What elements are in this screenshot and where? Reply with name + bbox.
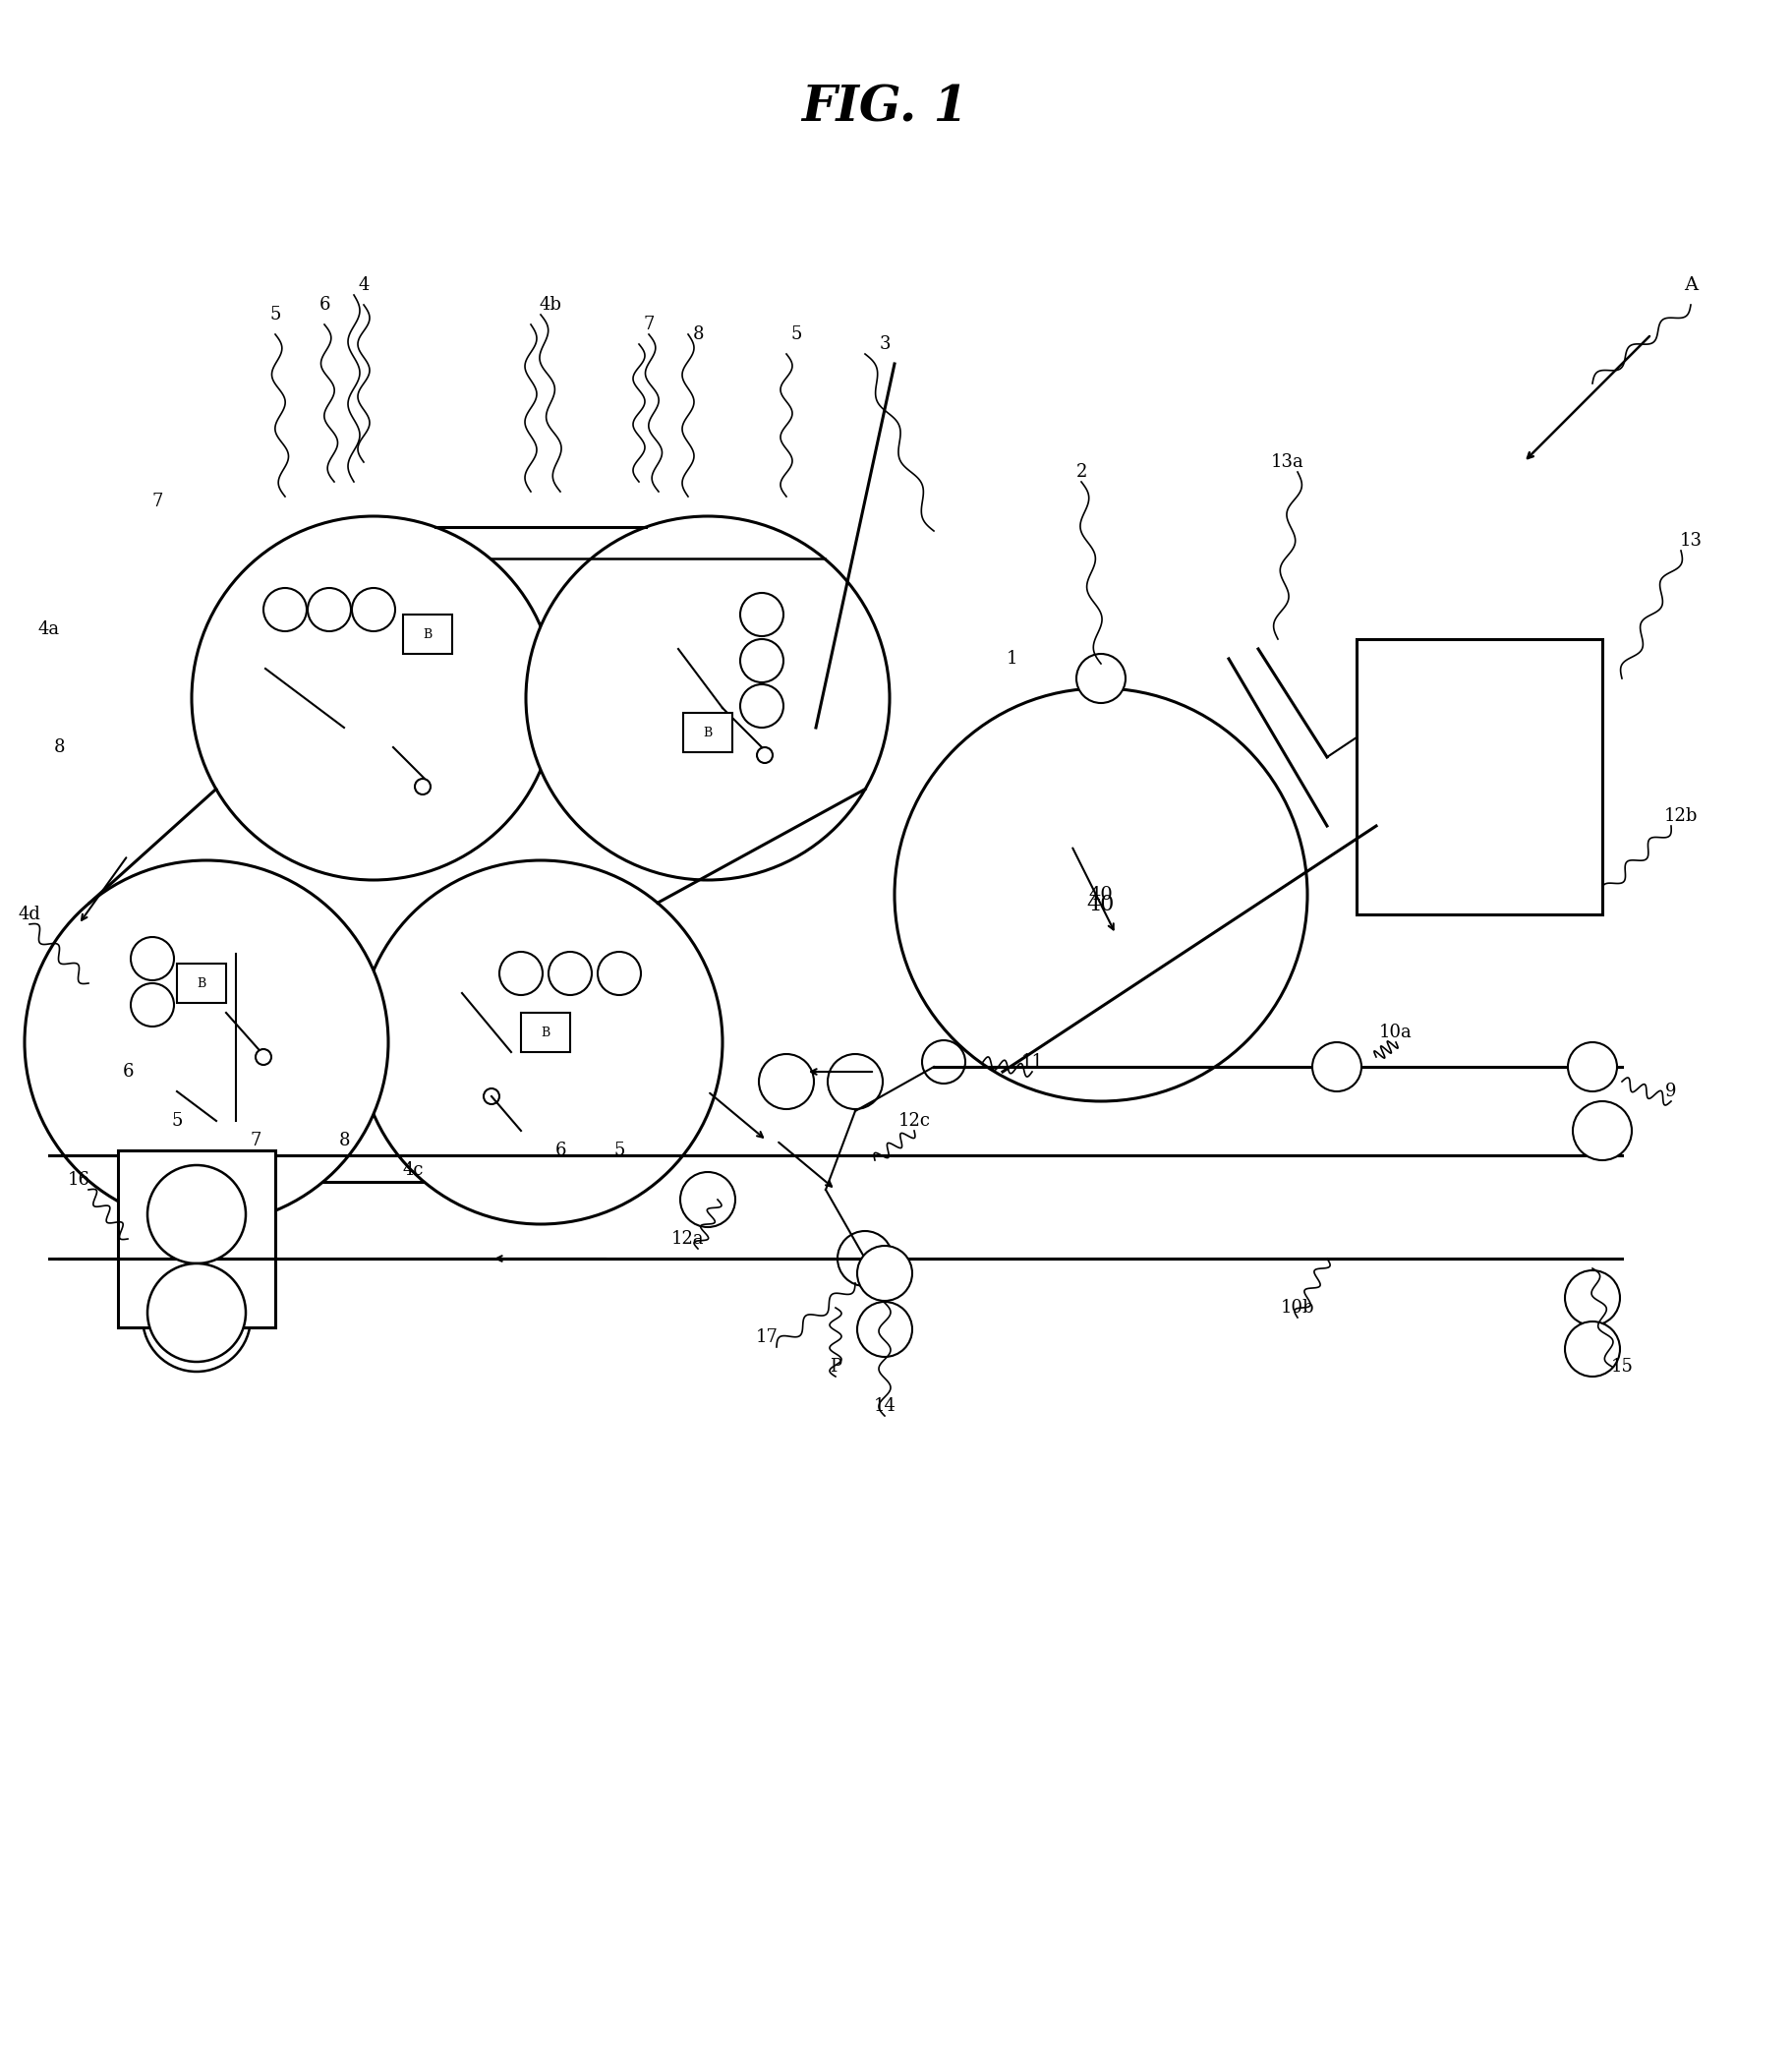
Text: 16: 16: [68, 1171, 90, 1188]
Text: 13a: 13a: [1271, 454, 1305, 471]
Text: 15: 15: [1611, 1358, 1633, 1375]
Circle shape: [740, 684, 783, 727]
Circle shape: [1564, 1321, 1620, 1377]
Text: B: B: [423, 629, 432, 641]
Text: 4a: 4a: [38, 621, 59, 639]
Text: 7: 7: [643, 316, 654, 333]
Circle shape: [758, 1054, 814, 1110]
Text: B: B: [197, 976, 206, 991]
Text: 4d: 4d: [18, 906, 41, 923]
Text: 1: 1: [1007, 649, 1018, 668]
Circle shape: [1564, 1270, 1620, 1325]
Text: 4c: 4c: [401, 1161, 423, 1180]
Bar: [1357, 639, 1602, 914]
Text: 4b: 4b: [539, 296, 561, 314]
Text: 2: 2: [1075, 462, 1088, 481]
Text: B: B: [702, 725, 711, 740]
Text: 5: 5: [269, 306, 281, 323]
Circle shape: [500, 951, 543, 995]
Text: FIG. 1: FIG. 1: [801, 84, 968, 132]
Text: 5: 5: [613, 1143, 625, 1159]
Circle shape: [192, 516, 556, 880]
Circle shape: [740, 639, 783, 682]
Circle shape: [857, 1245, 912, 1301]
Text: 6: 6: [319, 296, 330, 314]
Text: 6: 6: [556, 1143, 566, 1159]
Text: 11: 11: [1021, 1052, 1043, 1071]
Text: 8: 8: [339, 1132, 349, 1149]
Text: 40: 40: [1090, 886, 1113, 904]
Text: 7: 7: [152, 493, 163, 510]
Circle shape: [484, 1089, 500, 1104]
Text: 8: 8: [692, 325, 704, 343]
Text: 3: 3: [880, 335, 891, 353]
Circle shape: [828, 1054, 883, 1110]
Circle shape: [256, 1050, 271, 1064]
Circle shape: [358, 861, 722, 1225]
Text: 9: 9: [1665, 1083, 1677, 1099]
Text: 13: 13: [1679, 532, 1702, 549]
Text: 40: 40: [1088, 894, 1115, 914]
Text: 8: 8: [54, 738, 65, 756]
FancyBboxPatch shape: [177, 964, 226, 1003]
Circle shape: [548, 951, 591, 995]
Circle shape: [894, 688, 1308, 1101]
Text: 10a: 10a: [1380, 1023, 1412, 1042]
Circle shape: [143, 1155, 251, 1264]
Circle shape: [1568, 1042, 1616, 1091]
Circle shape: [131, 937, 174, 980]
Circle shape: [263, 588, 306, 631]
Circle shape: [599, 951, 642, 995]
Circle shape: [857, 1301, 912, 1356]
Circle shape: [25, 861, 389, 1225]
Text: 5: 5: [172, 1112, 183, 1130]
Text: 4: 4: [358, 275, 369, 294]
Circle shape: [756, 748, 772, 762]
Text: 14: 14: [873, 1397, 896, 1416]
Text: 17: 17: [756, 1328, 778, 1346]
Text: 5: 5: [790, 325, 801, 343]
Circle shape: [837, 1231, 892, 1286]
FancyBboxPatch shape: [683, 713, 733, 752]
Text: 6: 6: [122, 1062, 133, 1081]
Text: A: A: [1684, 275, 1697, 294]
Text: B: B: [541, 1025, 550, 1040]
Circle shape: [740, 594, 783, 637]
Circle shape: [143, 1264, 251, 1371]
Bar: [118, 1151, 276, 1328]
Circle shape: [1077, 653, 1125, 703]
Circle shape: [923, 1040, 966, 1083]
Circle shape: [351, 588, 396, 631]
Circle shape: [147, 1165, 246, 1264]
Circle shape: [131, 982, 174, 1028]
Text: P: P: [830, 1358, 842, 1375]
Circle shape: [681, 1171, 735, 1227]
Text: 12a: 12a: [672, 1231, 704, 1247]
FancyBboxPatch shape: [403, 614, 452, 653]
Circle shape: [1312, 1042, 1362, 1091]
Circle shape: [414, 779, 430, 795]
Circle shape: [525, 516, 889, 880]
Text: 7: 7: [251, 1132, 262, 1149]
Circle shape: [308, 588, 351, 631]
Text: 12b: 12b: [1665, 808, 1697, 824]
Text: 12c: 12c: [898, 1112, 930, 1130]
Circle shape: [1573, 1101, 1633, 1161]
Text: 10b: 10b: [1281, 1299, 1315, 1317]
FancyBboxPatch shape: [521, 1013, 570, 1052]
Circle shape: [147, 1264, 246, 1362]
